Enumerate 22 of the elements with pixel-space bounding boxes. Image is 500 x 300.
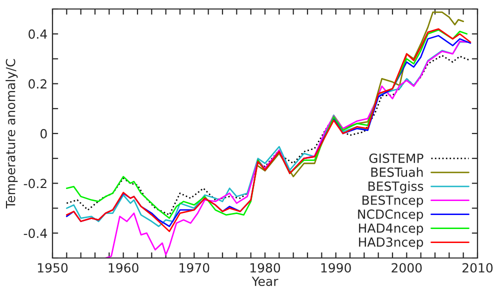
x-tick-label: 2010 (462, 263, 493, 273)
legend-label: HAD3ncep (359, 237, 424, 250)
x-axis-title: Year (252, 276, 278, 286)
legend-label: HAD4ncep (359, 224, 424, 236)
legend-label: BESTgiss (368, 181, 424, 194)
y-axis-title: Temperature anomaly/C (6, 59, 18, 209)
legend-label: BESTuah (371, 167, 423, 177)
y-tick-label: 0.4 (28, 29, 47, 39)
x-tick-label: 1950 (38, 263, 68, 273)
x-tick-label: 1970 (180, 263, 210, 273)
x-tick-label: 2000 (392, 263, 422, 273)
x-tick-label: 1980 (250, 263, 280, 273)
y-tick-label: 0 (40, 128, 47, 138)
x-tick-label: 1960 (108, 263, 138, 273)
legend-label: BESTncep (362, 195, 424, 208)
y-tick-label: -0.2 (24, 178, 46, 188)
y-tick-label: 0.2 (28, 79, 46, 89)
line-series (104, 40, 468, 258)
y-tick-label: -0.4 (24, 228, 47, 238)
legend-label: GISTEMP (369, 154, 424, 163)
x-tick-label: 1990 (321, 263, 351, 273)
legend-label: NCDCncep (358, 209, 424, 222)
